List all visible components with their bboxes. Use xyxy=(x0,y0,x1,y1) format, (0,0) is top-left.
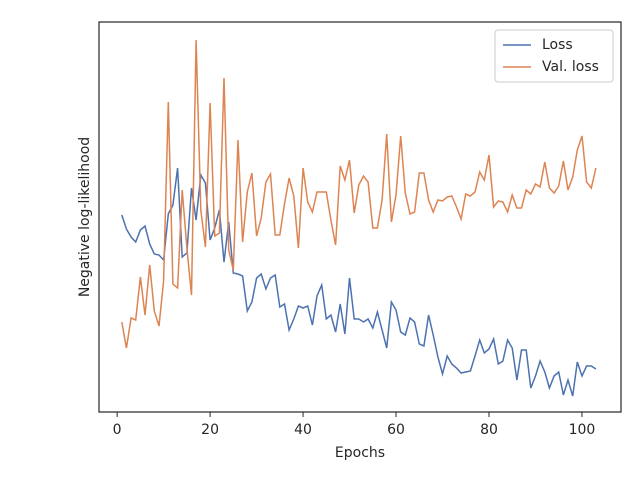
legend: Loss Val. loss xyxy=(494,29,614,83)
line-series xyxy=(121,39,597,349)
legend-label: Loss xyxy=(542,37,573,53)
x-tick-label: 60 xyxy=(387,422,405,438)
plot-frame xyxy=(98,21,622,413)
legend-box xyxy=(494,29,614,83)
x-tick-label: 80 xyxy=(480,422,498,438)
x-tick-label: 20 xyxy=(201,422,219,438)
x-tick-label: 100 xyxy=(569,422,596,438)
y-axis-label: Negative log-likelihood xyxy=(77,137,93,297)
x-tick-label: 0 xyxy=(113,422,122,438)
x-axis-label: Epochs xyxy=(335,445,385,461)
x-tick-label: 40 xyxy=(294,422,312,438)
line-series xyxy=(121,167,597,397)
legend-label: Val. loss xyxy=(542,59,599,75)
